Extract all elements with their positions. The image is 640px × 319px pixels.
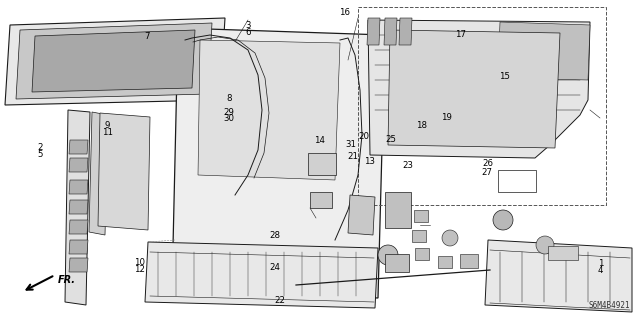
Text: 23: 23 <box>403 161 414 170</box>
Bar <box>412 230 426 242</box>
Bar <box>385 254 409 272</box>
Polygon shape <box>69 258 88 272</box>
Polygon shape <box>65 110 90 305</box>
Polygon shape <box>5 18 225 105</box>
Circle shape <box>493 210 513 230</box>
Polygon shape <box>498 22 590 80</box>
Polygon shape <box>384 18 397 45</box>
Polygon shape <box>485 240 632 312</box>
Bar <box>310 192 332 208</box>
Polygon shape <box>69 180 88 194</box>
Polygon shape <box>16 23 212 99</box>
Polygon shape <box>69 200 88 214</box>
Text: 14: 14 <box>314 137 326 145</box>
Polygon shape <box>89 112 108 235</box>
Text: 18: 18 <box>415 121 427 130</box>
Text: 7: 7 <box>145 32 150 41</box>
Text: 10: 10 <box>134 258 145 267</box>
Text: 3: 3 <box>246 21 251 30</box>
Text: 31: 31 <box>345 140 356 149</box>
Text: 27: 27 <box>481 168 492 177</box>
Bar <box>358 7 606 205</box>
Text: 16: 16 <box>339 8 350 17</box>
Bar <box>415 248 429 260</box>
Text: 22: 22 <box>275 296 286 305</box>
Text: 28: 28 <box>269 231 281 240</box>
Text: 12: 12 <box>134 265 145 274</box>
Circle shape <box>378 245 398 265</box>
Text: 5: 5 <box>37 150 42 159</box>
Polygon shape <box>32 30 195 92</box>
Text: FR.: FR. <box>58 275 76 285</box>
Polygon shape <box>348 195 375 235</box>
Text: 19: 19 <box>442 113 452 122</box>
Bar <box>460 254 478 268</box>
Text: 8: 8 <box>227 94 232 103</box>
Text: 1: 1 <box>598 259 603 268</box>
Text: 9: 9 <box>105 121 110 130</box>
Polygon shape <box>368 20 590 158</box>
Text: 29: 29 <box>224 108 234 117</box>
Text: 20: 20 <box>358 132 369 141</box>
Text: 4: 4 <box>598 266 603 275</box>
Text: 21: 21 <box>348 152 359 161</box>
Text: 2: 2 <box>37 143 42 152</box>
Bar <box>385 192 411 228</box>
Polygon shape <box>172 28 385 298</box>
Polygon shape <box>388 30 560 148</box>
Bar <box>414 210 428 222</box>
Polygon shape <box>69 140 88 154</box>
Text: 13: 13 <box>364 157 376 166</box>
Text: 30: 30 <box>223 114 235 123</box>
Text: 11: 11 <box>102 128 113 137</box>
Text: 25: 25 <box>385 135 396 144</box>
Bar <box>308 153 336 175</box>
Circle shape <box>536 236 554 254</box>
Text: 15: 15 <box>499 72 510 81</box>
Bar <box>498 170 536 192</box>
Text: 26: 26 <box>482 159 493 168</box>
Text: 17: 17 <box>455 30 467 39</box>
Text: S6M4B4921: S6M4B4921 <box>588 301 630 310</box>
Bar <box>438 256 452 268</box>
Polygon shape <box>367 18 380 45</box>
Polygon shape <box>69 158 88 172</box>
Polygon shape <box>69 220 88 234</box>
Text: 24: 24 <box>269 263 281 272</box>
Polygon shape <box>98 113 150 230</box>
Text: 6: 6 <box>246 28 251 37</box>
Circle shape <box>442 230 458 246</box>
Polygon shape <box>198 40 340 180</box>
Polygon shape <box>145 242 378 308</box>
Bar <box>548 246 578 260</box>
Polygon shape <box>69 240 88 254</box>
Polygon shape <box>399 18 412 45</box>
